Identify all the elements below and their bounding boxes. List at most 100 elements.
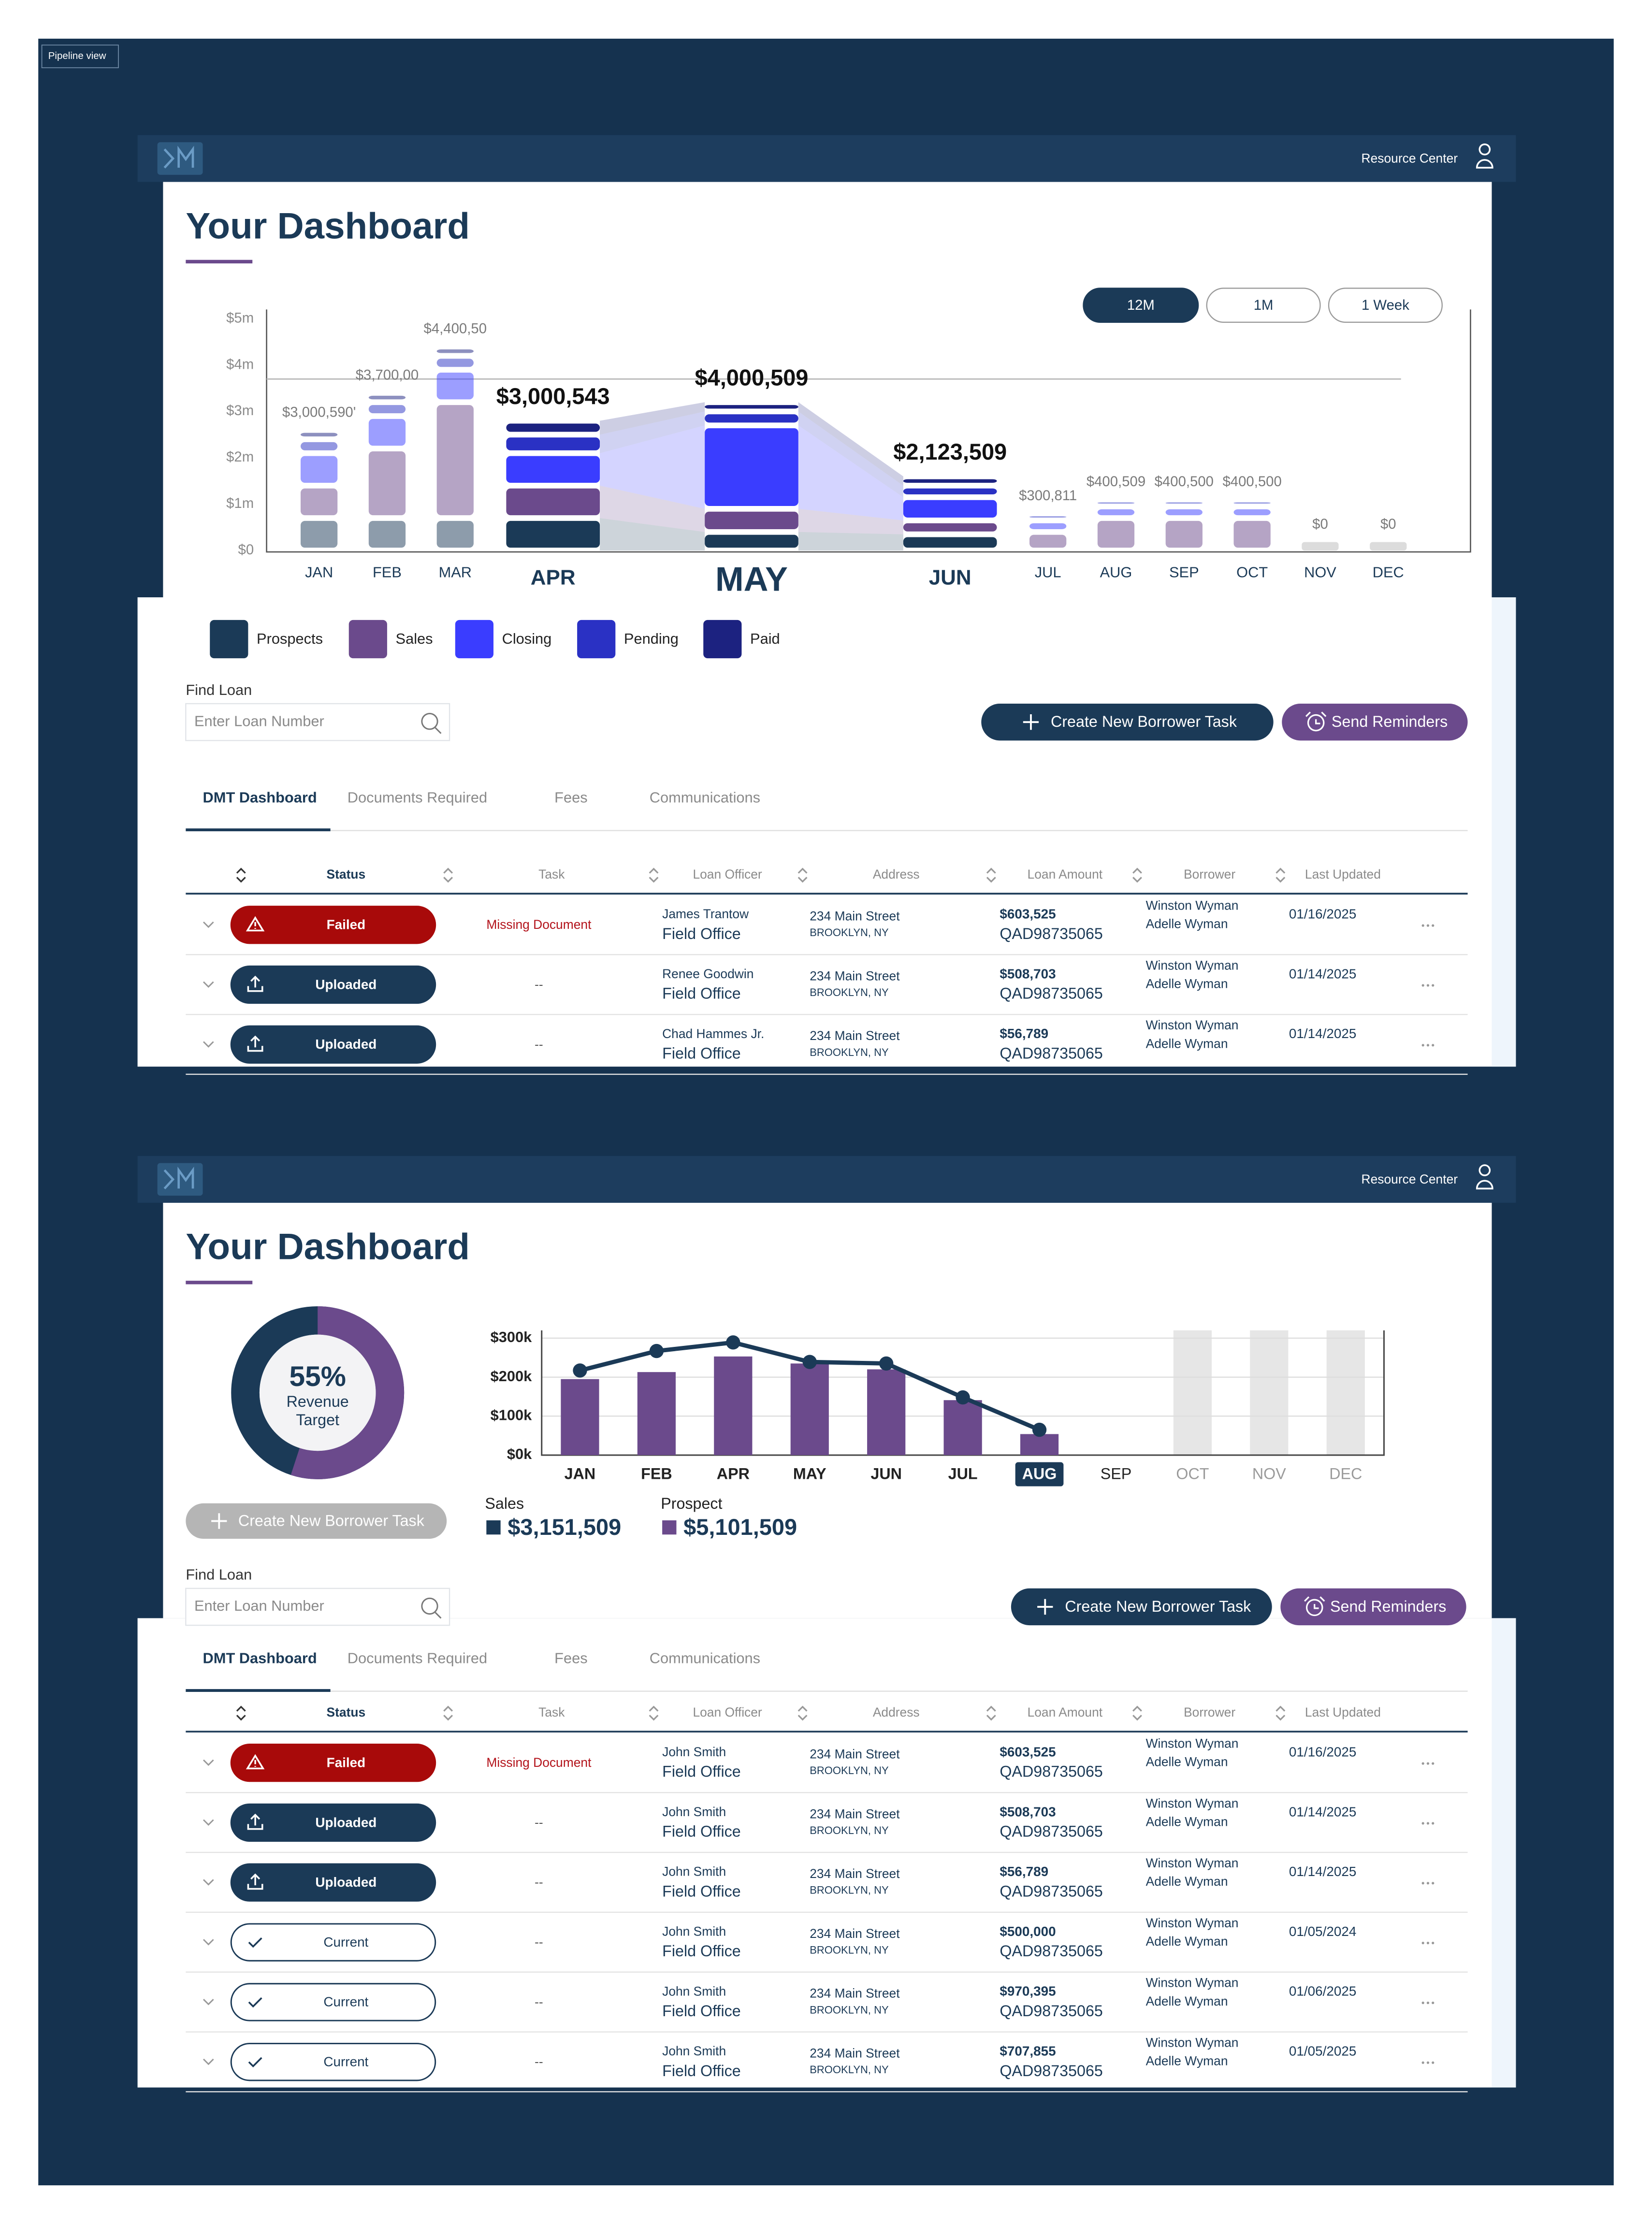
sort-icon[interactable] (1275, 867, 1286, 883)
legend-label: Paid (750, 630, 780, 647)
more-dot[interactable] (1432, 1822, 1435, 1825)
co-borrower: Adelle Wyman (1146, 977, 1228, 991)
more-dot[interactable] (1426, 924, 1430, 927)
more-dot[interactable] (1426, 2061, 1430, 2064)
sort-icon[interactable] (1132, 867, 1142, 883)
last-updated: 01/14/2025 (1289, 1864, 1356, 1879)
sort-icon[interactable] (797, 867, 808, 883)
range-toggle[interactable] (1206, 288, 1321, 323)
tab[interactable]: DMT Dashboard (203, 789, 317, 806)
more-dot[interactable] (1432, 984, 1435, 987)
more-dot[interactable] (1432, 1941, 1435, 1945)
more-dot[interactable] (1421, 2001, 1424, 2005)
y-tick-label: $3m (226, 403, 254, 419)
sort-icon[interactable] (443, 1705, 453, 1721)
expand-chevron[interactable] (203, 1041, 214, 1048)
send-reminders-button[interactable] (1282, 704, 1468, 741)
status-label: Failed (327, 917, 366, 932)
more-dot[interactable] (1432, 2001, 1435, 2005)
search-input[interactable] (185, 1588, 450, 1626)
more-dot[interactable] (1421, 1822, 1424, 1825)
expand-chevron[interactable] (203, 981, 214, 988)
legend-swatch (703, 620, 742, 659)
tab[interactable]: Documents Required (348, 1650, 487, 1667)
status-icon (247, 975, 263, 992)
x-tick-label: AUG (1022, 1465, 1057, 1483)
legend-swatch (662, 1520, 677, 1535)
more-dot[interactable] (1426, 1044, 1430, 1047)
bar-segment (903, 523, 997, 532)
street: 234 Main Street (810, 968, 900, 983)
street: 234 Main Street (810, 1866, 900, 1881)
bar-segment (903, 479, 997, 483)
loan-id: QAD98735065 (1000, 1882, 1102, 1900)
tab[interactable]: DMT Dashboard (203, 1650, 317, 1667)
more-dot[interactable] (1432, 1882, 1435, 1885)
sort-icon[interactable] (986, 867, 996, 883)
sort-icon[interactable] (986, 1705, 996, 1721)
bar (867, 1369, 906, 1456)
sort-icon[interactable] (236, 867, 246, 883)
tab[interactable]: Documents Required (348, 789, 487, 806)
range-toggle[interactable] (1083, 288, 1199, 323)
sort-icon[interactable] (236, 1705, 246, 1721)
sort-icon[interactable] (443, 867, 453, 883)
more-dot[interactable] (1421, 1941, 1424, 1945)
more-dot[interactable] (1426, 1822, 1430, 1825)
x-tick-label: SEP (1169, 563, 1199, 580)
send-reminders-button[interactable] (1280, 1588, 1466, 1626)
expand-chevron[interactable] (203, 1999, 214, 2006)
expand-chevron[interactable] (203, 2058, 214, 2065)
loan-id: QAD98735065 (1000, 1044, 1102, 1062)
tab[interactable]: Communications (650, 1650, 760, 1667)
more-dot[interactable] (1421, 1882, 1424, 1885)
sort-icon[interactable] (1132, 1705, 1142, 1721)
range-toggle[interactable] (1328, 288, 1443, 323)
more-dot[interactable] (1426, 1762, 1430, 1765)
search-input[interactable] (185, 703, 450, 741)
more-dot[interactable] (1421, 1044, 1424, 1047)
user-icon[interactable] (1476, 1164, 1493, 1190)
expand-chevron[interactable] (203, 1819, 214, 1826)
user-icon[interactable] (1476, 143, 1493, 169)
sort-icon[interactable] (649, 867, 659, 883)
sort-icon[interactable] (797, 1705, 808, 1721)
bar-segment (1233, 509, 1271, 516)
loan-amount: $508,703 (1000, 966, 1056, 981)
more-dot[interactable] (1426, 2001, 1430, 2005)
create-task-button[interactable] (981, 704, 1274, 741)
bar-segment (1165, 502, 1203, 504)
more-dot[interactable] (1432, 1762, 1435, 1765)
more-dot[interactable] (1432, 2061, 1435, 2064)
more-dot[interactable] (1426, 984, 1430, 987)
more-dot[interactable] (1421, 924, 1424, 927)
more-dot[interactable] (1426, 1941, 1430, 1945)
bar-segment (436, 359, 474, 367)
tab[interactable]: Fees (554, 1650, 587, 1667)
sort-icon[interactable] (649, 1705, 659, 1721)
table-row: Current -- John Smith Field Office 234 Main … (186, 1916, 1468, 1973)
sort-icon[interactable] (1275, 1705, 1286, 1721)
expand-chevron[interactable] (203, 1879, 214, 1886)
expand-chevron[interactable] (203, 1759, 214, 1766)
resource-center-link[interactable]: Resource Center (1362, 151, 1458, 165)
more-dot[interactable] (1421, 984, 1424, 987)
loan-officer: John Smith (662, 1864, 726, 1879)
create-task-button[interactable] (1011, 1588, 1272, 1626)
more-dot[interactable] (1432, 924, 1435, 927)
expand-chevron[interactable] (203, 921, 214, 928)
tab[interactable]: Communications (650, 789, 760, 806)
expand-chevron[interactable] (203, 1939, 214, 1946)
x-tick-label: JUN (870, 1465, 902, 1483)
loan-amount: $500,000 (1000, 1924, 1056, 1939)
resource-center-link[interactable]: Resource Center (1362, 1172, 1458, 1186)
status-label: Current (323, 2054, 368, 2069)
tab[interactable]: Fees (554, 789, 587, 806)
more-dot[interactable] (1421, 1762, 1424, 1765)
last-updated: 01/14/2025 (1289, 1026, 1356, 1041)
more-dot[interactable] (1426, 1882, 1430, 1885)
donut-value-label: 55% (289, 1361, 346, 1392)
more-dot[interactable] (1421, 2061, 1424, 2064)
more-dot[interactable] (1432, 1044, 1435, 1047)
task: -- (535, 2054, 543, 2069)
